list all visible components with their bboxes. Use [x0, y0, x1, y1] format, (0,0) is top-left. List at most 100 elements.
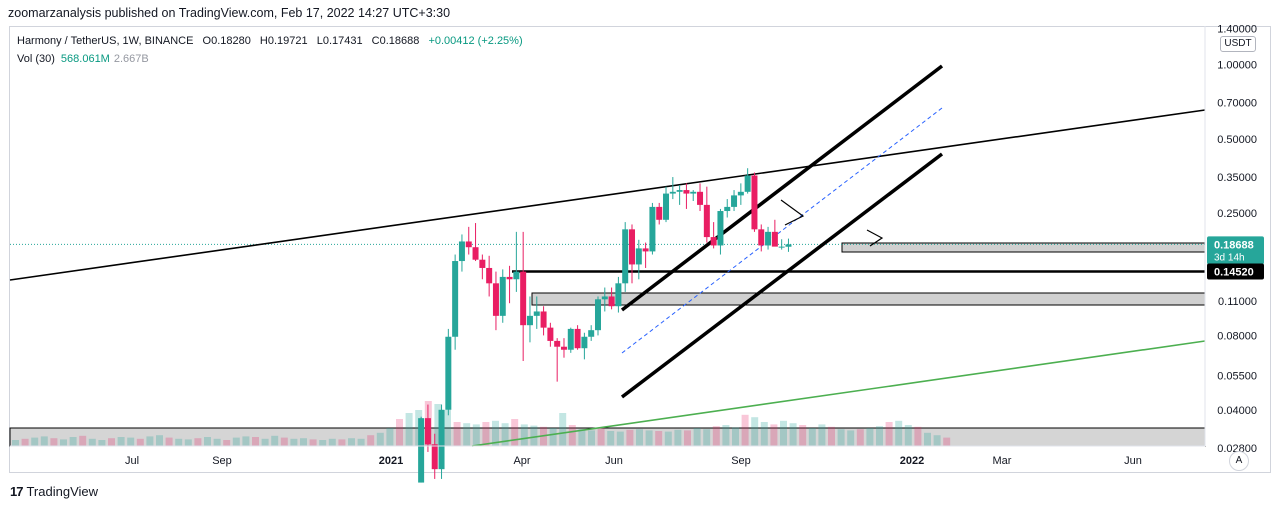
volume-bar: [847, 430, 855, 446]
volume-bar: [405, 413, 413, 446]
volume-bar: [79, 435, 87, 446]
candle-body: [424, 418, 431, 445]
volume-bar: [511, 419, 519, 446]
candle-body: [431, 444, 438, 470]
ohlc-close: C0.18688: [371, 35, 420, 47]
volume-bar: [856, 429, 864, 446]
candle-body: [642, 248, 649, 252]
long-trendline: [9, 109, 1206, 281]
volume-bar: [108, 438, 115, 446]
volume-bar: [127, 437, 135, 446]
y-tick-label: 0.35000: [1217, 172, 1257, 184]
candle-body: [533, 311, 540, 316]
volume-bar: [588, 430, 595, 446]
candle-body: [751, 175, 758, 230]
volume-bar: [290, 438, 298, 446]
volume-bar: [616, 431, 624, 446]
currency-badge[interactable]: USDT: [1220, 36, 1256, 52]
volume-bar: [98, 440, 106, 446]
volume-bar: [626, 429, 634, 446]
volume-label: Vol (30): [17, 53, 55, 65]
volume-bar: [530, 425, 538, 446]
volume-bar: [520, 424, 528, 446]
volume-bar: [645, 430, 653, 446]
x-tick-label: 2022: [900, 455, 924, 467]
candle-body: [710, 237, 717, 246]
channel-lower-line: [620, 152, 944, 399]
volume-bar: [194, 438, 202, 446]
volume-bar: [885, 422, 893, 446]
candle-body: [472, 247, 479, 260]
volume-bar: [828, 426, 835, 446]
volume-legend[interactable]: Vol (30) 568.061M 2.667B: [17, 53, 149, 65]
candle-body: [581, 336, 588, 349]
candle-body: [560, 346, 567, 350]
current-price-badge: [1207, 236, 1264, 265]
candle-body: [615, 283, 622, 307]
volume-bar: [578, 429, 586, 446]
candle-body: [526, 315, 533, 326]
price-change: +0.00412 (+2.25%): [428, 35, 523, 47]
x-tick-label: Apr: [513, 455, 530, 467]
candle-body: [724, 206, 731, 212]
volume-bar: [472, 424, 480, 446]
symbol-name[interactable]: Harmony / TetherUS, 1W, BINANCE: [17, 35, 194, 47]
volume-bar: [319, 440, 327, 446]
volume-bar: [636, 429, 643, 446]
candle-body: [499, 276, 506, 316]
volume-bar: [482, 422, 490, 446]
candle-body: [458, 241, 465, 262]
volume-bar: [367, 435, 375, 446]
x-tick-label: Jul: [125, 455, 139, 467]
x-tick-label: 2021: [379, 455, 403, 467]
volume-bar: [866, 428, 874, 446]
volume-bar: [184, 439, 192, 446]
auto-scale-button[interactable]: A: [1229, 451, 1249, 471]
candle-body: [656, 206, 663, 220]
x-tick-label: Mar: [993, 455, 1012, 467]
candle-body: [452, 261, 459, 337]
candle-body: [492, 283, 499, 316]
channel-mid-line: [621, 107, 943, 354]
candle-body: [622, 229, 629, 284]
volume-bar: [146, 436, 154, 446]
volume-bar: [492, 420, 499, 446]
volume-bar: [693, 428, 701, 446]
volume-bar: [261, 438, 269, 446]
volume-bar: [732, 427, 739, 446]
channel-upper-line: [620, 64, 944, 312]
candle-body: [567, 328, 574, 350]
candle-body: [418, 418, 425, 483]
candle-body: [635, 248, 642, 265]
volume-bar: [280, 437, 288, 446]
green-trendline: [471, 340, 1206, 447]
candle-body: [513, 271, 520, 280]
candle-body: [683, 190, 690, 194]
volume-bar: [40, 436, 48, 446]
candle-body: [758, 229, 765, 246]
volume-bar: [165, 437, 173, 446]
volume-bar: [751, 417, 759, 446]
candle-body: [765, 231, 772, 246]
candle-body: [438, 409, 445, 470]
volume-bar: [597, 428, 605, 446]
volume-bar: [271, 435, 279, 446]
volume-bar: [904, 425, 912, 446]
candle-body: [445, 336, 452, 410]
volume-bar: [722, 425, 730, 446]
volume-bar: [31, 437, 39, 446]
volume-bar: [712, 426, 720, 446]
volume-bar: [684, 430, 691, 446]
candle-body: [588, 330, 595, 337]
volume-bar: [300, 438, 307, 446]
volume-bar: [69, 437, 77, 446]
volume-bar: [837, 429, 845, 446]
x-tick-label: Jun: [1124, 455, 1142, 467]
candle-body: [465, 241, 472, 248]
volume-bar: [223, 440, 231, 446]
volume-bar: [252, 437, 259, 446]
volume-bar: [338, 439, 346, 446]
volume-bar: [808, 428, 816, 446]
ohlc-open: O0.18280: [202, 35, 251, 47]
